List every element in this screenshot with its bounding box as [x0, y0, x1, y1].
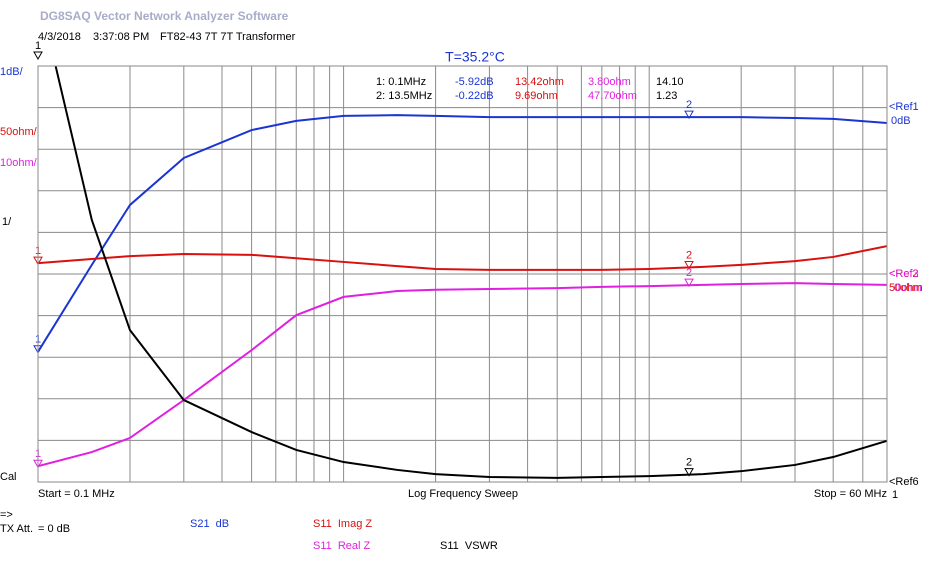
scale-label: 50ohm/	[0, 126, 38, 138]
marker-readout: 1.23	[656, 90, 677, 102]
marker-readout: 1: 0.1MHz	[376, 76, 426, 88]
marker-triangle	[684, 110, 694, 120]
ref-value: 50ohm	[889, 282, 923, 294]
plot-frame	[37, 65, 888, 483]
ref-value: 0dB	[891, 115, 911, 127]
trace	[38, 245, 887, 271]
trace	[54, 66, 887, 479]
scale-label: Cal	[0, 471, 17, 483]
marker-triangle	[684, 468, 694, 477]
tx-att: TX Att.	[0, 523, 33, 535]
marker-readout: 13.42ohm	[515, 76, 564, 88]
marker-readout: 47.70ohm	[588, 90, 637, 102]
ref-label: <Ref1	[889, 101, 919, 113]
trace	[38, 282, 887, 468]
marker-label: 1	[35, 40, 41, 52]
ref-value: 1	[892, 489, 898, 501]
tx-att-value: = 0 dB	[38, 523, 70, 535]
legend-entry[interactable]: S11 Imag Z	[313, 518, 372, 530]
caption: FT82-43 7T 7T Transformer	[160, 31, 296, 43]
ref-label: <Ref2	[889, 268, 919, 280]
sweep-stop: Stop = 60 MHz	[814, 488, 887, 500]
sweep-mode: Log Frequency Sweep	[408, 488, 518, 500]
marker-triangle	[684, 278, 694, 288]
legend-entry[interactable]: S11 VSWR	[440, 540, 498, 552]
marker-readout: 2: 13.5MHz	[376, 90, 432, 102]
marker-label: 2	[686, 457, 692, 469]
trace	[38, 114, 887, 353]
marker-triangle	[33, 51, 43, 61]
marker-label: 2	[686, 99, 692, 111]
marker-label: 2	[686, 267, 692, 279]
footer-arrow: =>	[0, 509, 13, 521]
sweep-start: Start = 0.1 MHz	[38, 488, 115, 500]
marker-label: 2	[686, 249, 692, 261]
scale-label: 10ohm/	[0, 157, 38, 169]
ref-label: <Ref3	[889, 268, 919, 280]
marker-readout: 3.80ohm	[588, 76, 631, 88]
legend-entry[interactable]: S21 dB	[190, 518, 229, 530]
marker-readout: 14.10	[656, 76, 684, 88]
ref-label: <Ref6	[889, 476, 919, 488]
time: 3:37:08 PM	[93, 31, 149, 43]
app-title: DG8SAQ Vector Network Analyzer Software	[40, 9, 289, 23]
ref-value: 0ohm	[894, 282, 922, 294]
marker-readout: 9.69ohm	[515, 90, 558, 102]
marker-readout: -5.92dB	[455, 76, 494, 88]
marker-triangle	[684, 260, 694, 270]
scale-label: 1/	[2, 216, 12, 228]
date: 4/3/2018	[38, 31, 81, 43]
marker-readout: -0.22dB	[455, 90, 494, 102]
legend-entry[interactable]: S11 Real Z	[313, 540, 371, 552]
temperature: T=35.2°C	[445, 49, 505, 65]
scale-label: 1dB/	[0, 66, 24, 78]
